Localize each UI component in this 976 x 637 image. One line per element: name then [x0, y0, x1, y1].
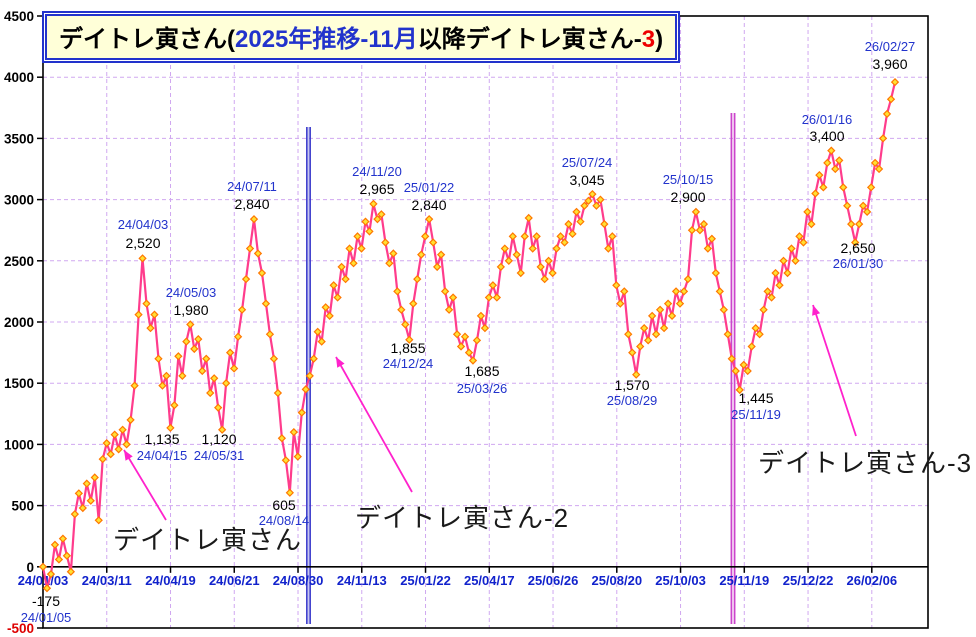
- svg-text:25/08/29: 25/08/29: [607, 393, 658, 408]
- svg-text:24/01/03: 24/01/03: [18, 573, 69, 588]
- series-label-2: デイトレ寅さん-2: [355, 503, 570, 533]
- svg-text:25/11/19: 25/11/19: [731, 407, 781, 422]
- svg-text:2,520: 2,520: [125, 235, 160, 251]
- svg-text:2500: 2500: [4, 254, 34, 269]
- gridlines: [43, 16, 928, 628]
- svg-text:26/02/27: 26/02/27: [865, 39, 916, 54]
- svg-text:3000: 3000: [4, 193, 34, 208]
- markers: [38, 77, 900, 593]
- svg-text:1,570: 1,570: [614, 377, 649, 393]
- svg-text:25/10/03: 25/10/03: [655, 573, 706, 588]
- y-axis-labels: 4500 4000 3500 3000 2500 2000 1500 1000 500 0 -500: [4, 9, 43, 636]
- svg-text:0: 0: [26, 560, 34, 575]
- x-axis-labels: 24/01/03 24/03/11 24/04/19 24/06/21 24/08/30…: [18, 566, 897, 588]
- svg-text:24/05/03: 24/05/03: [166, 285, 217, 300]
- chart-title-box: デイトレ寅さん(2025年推移-11月以降デイトレ寅さん-3): [42, 11, 681, 63]
- svg-text:4500: 4500: [4, 9, 34, 24]
- chart-title: デイトレ寅さん(2025年推移-11月以降デイトレ寅さん-3): [45, 14, 678, 60]
- svg-text:3,045: 3,045: [569, 172, 604, 188]
- svg-text:2000: 2000: [4, 315, 34, 330]
- svg-text:24/08/30: 24/08/30: [273, 573, 324, 588]
- title-part-3: 以降デイトレ寅さん-: [417, 26, 642, 53]
- series-label-3: デイトレ寅さん-3: [758, 448, 973, 478]
- svg-text:500: 500: [11, 499, 34, 514]
- svg-text:1,855: 1,855: [390, 340, 425, 356]
- svg-text:3500: 3500: [4, 131, 34, 146]
- title-part-1: デイトレ寅さん(: [59, 26, 235, 53]
- svg-text:1,135: 1,135: [144, 431, 179, 447]
- svg-text:3,400: 3,400: [809, 128, 844, 144]
- svg-text:25/01/22: 25/01/22: [400, 573, 451, 588]
- svg-text:24/04/19: 24/04/19: [145, 573, 196, 588]
- svg-text:25/08/20: 25/08/20: [591, 573, 642, 588]
- svg-text:25/04/17: 25/04/17: [464, 573, 515, 588]
- svg-text:25/12/22: 25/12/22: [783, 573, 834, 588]
- svg-text:1,445: 1,445: [738, 390, 773, 406]
- svg-text:24/11/20: 24/11/20: [352, 164, 402, 179]
- svg-text:25/07/24: 25/07/24: [562, 155, 613, 170]
- svg-text:2,840: 2,840: [234, 196, 269, 212]
- svg-text:26/01/16: 26/01/16: [802, 112, 853, 127]
- svg-text:1,120: 1,120: [201, 431, 236, 447]
- svg-text:25/03/26: 25/03/26: [457, 381, 508, 396]
- svg-text:24/08/14: 24/08/14: [259, 513, 310, 528]
- svg-text:24/12/24: 24/12/24: [383, 356, 434, 371]
- svg-text:26/02/06: 26/02/06: [846, 573, 897, 588]
- annotations: 24/04/03 2,520 24/05/03 1,980 24/07/11 2,840 2…: [21, 39, 916, 625]
- svg-text:25/11/19: 25/11/19: [719, 573, 769, 588]
- svg-text:26/01/30: 26/01/30: [833, 256, 884, 271]
- svg-text:1,980: 1,980: [173, 302, 208, 318]
- svg-text:2,900: 2,900: [670, 189, 705, 205]
- svg-text:-175: -175: [32, 593, 60, 609]
- svg-text:24/11/13: 24/11/13: [337, 573, 387, 588]
- svg-text:2,840: 2,840: [411, 197, 446, 213]
- svg-text:605: 605: [272, 497, 296, 513]
- svg-text:24/05/31: 24/05/31: [194, 448, 245, 463]
- title-part-5: ): [655, 26, 664, 53]
- svg-text:1,685: 1,685: [464, 363, 499, 379]
- svg-text:-500: -500: [7, 621, 34, 636]
- svg-text:25/06/26: 25/06/26: [528, 573, 579, 588]
- svg-text:1500: 1500: [4, 376, 34, 391]
- svg-text:4000: 4000: [4, 70, 34, 85]
- svg-text:2,650: 2,650: [840, 240, 875, 256]
- title-part-4: 3: [641, 26, 656, 53]
- svg-text:24/04/15: 24/04/15: [137, 448, 188, 463]
- svg-text:24/01/05: 24/01/05: [21, 610, 72, 625]
- svg-text:1000: 1000: [4, 437, 34, 452]
- svg-text:2,965: 2,965: [359, 181, 394, 197]
- label-arrows: [123, 304, 857, 521]
- svg-text:25/01/22: 25/01/22: [404, 180, 455, 195]
- svg-text:24/07/11: 24/07/11: [227, 179, 277, 194]
- svg-text:24/06/21: 24/06/21: [209, 573, 260, 588]
- svg-text:24/04/03: 24/04/03: [118, 217, 169, 232]
- title-part-2: 2025年推移-11月: [235, 26, 418, 53]
- svg-text:24/03/11: 24/03/11: [82, 573, 132, 588]
- svg-text:25/10/15: 25/10/15: [663, 172, 714, 187]
- series-label-1: デイトレ寅さん: [113, 525, 303, 555]
- svg-text:3,960: 3,960: [872, 56, 907, 72]
